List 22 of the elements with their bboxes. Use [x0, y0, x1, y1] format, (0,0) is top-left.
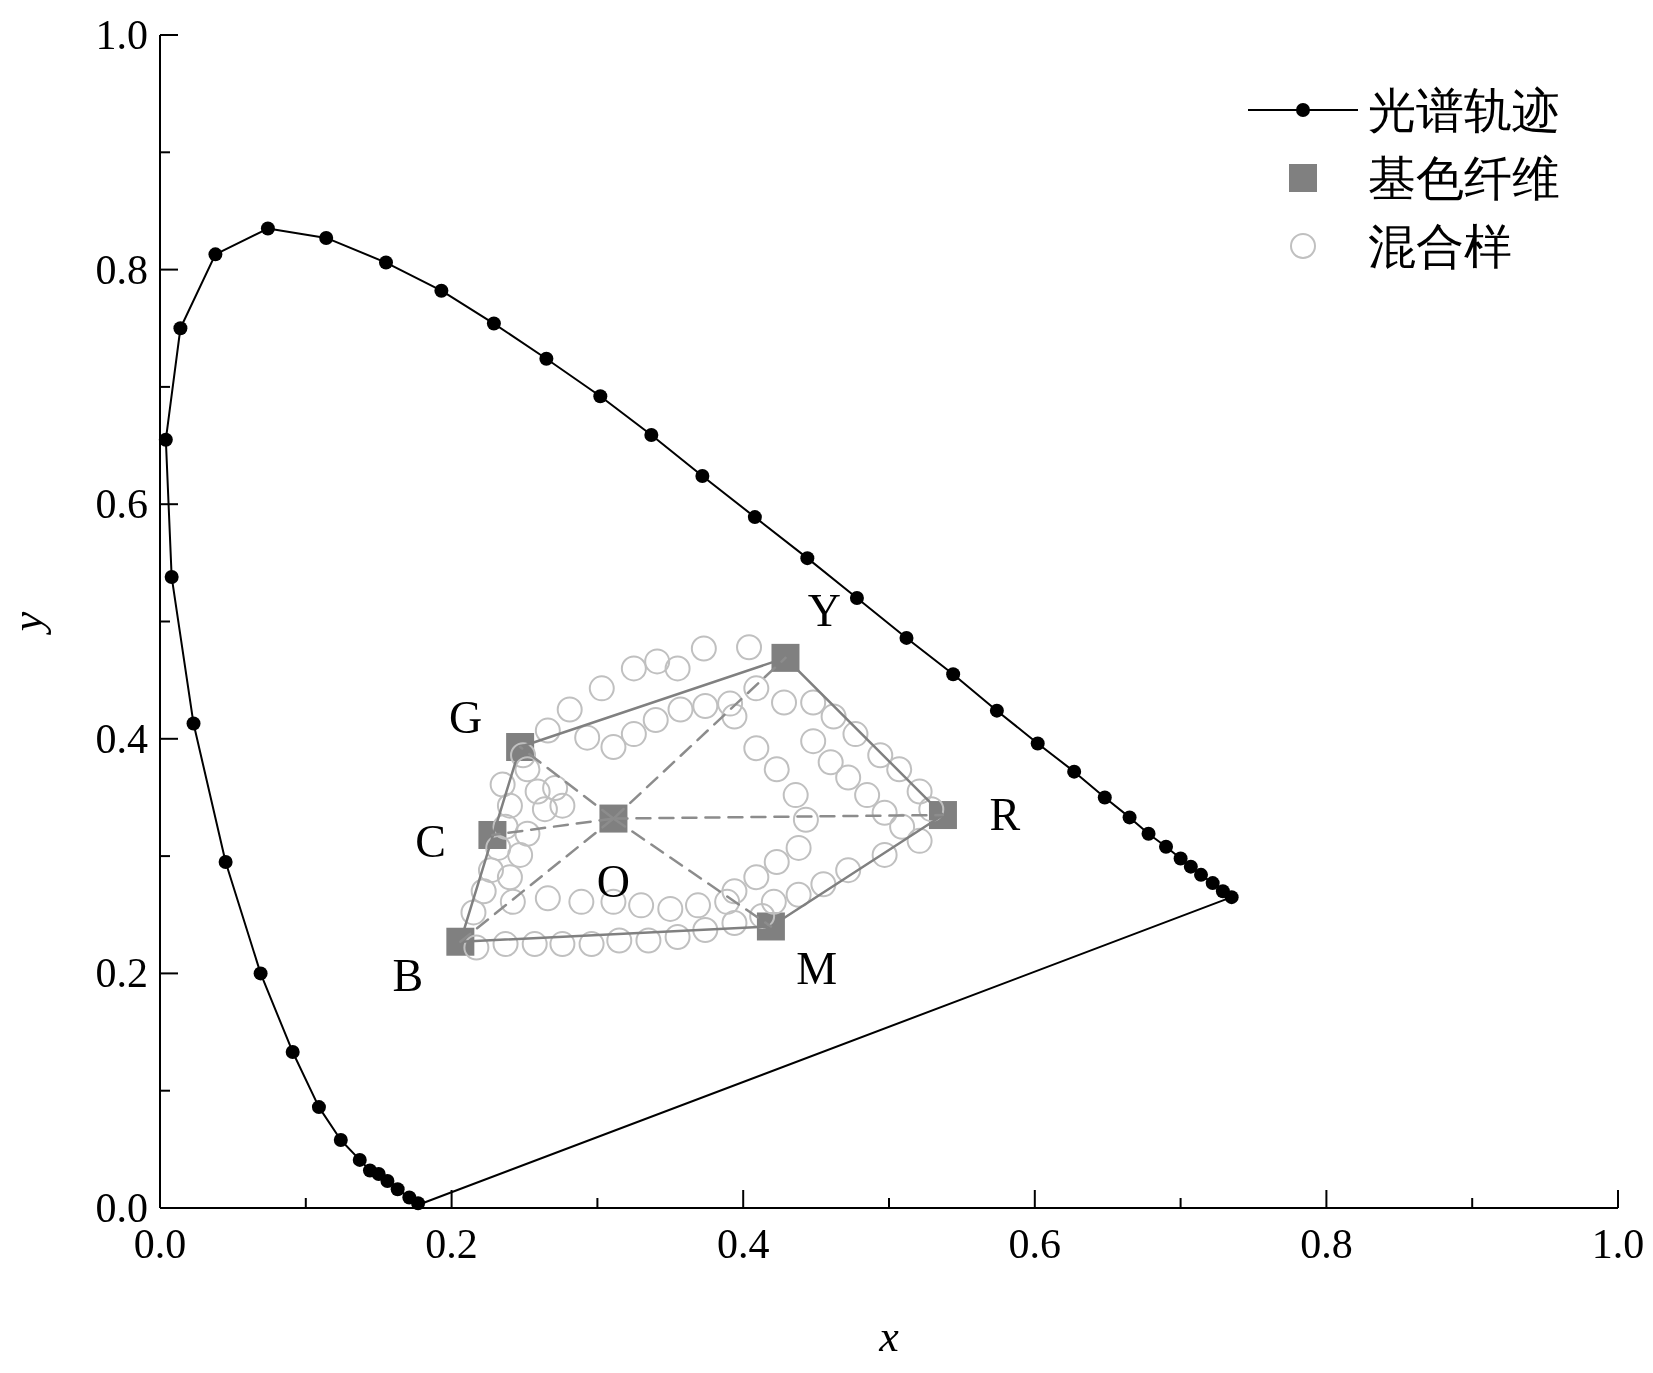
x-axis-title: x: [878, 1312, 900, 1361]
y-tick-label: 0.4: [95, 715, 148, 762]
annotation: M: [796, 943, 838, 995]
legend-label: 光谱轨迹: [1368, 84, 1560, 137]
annotation: Y: [807, 584, 841, 636]
y-tick-label: 0.6: [95, 481, 148, 528]
annotation: O: [596, 855, 631, 907]
x-tick-label: 0.8: [1300, 1221, 1353, 1267]
annotation: C: [415, 815, 447, 867]
annotation: G: [449, 692, 483, 744]
legend-label: 基色纤维: [1368, 152, 1560, 205]
annotation: R: [989, 788, 1021, 840]
legend-label: 混合样: [1368, 220, 1512, 273]
y-axis-title: y: [3, 611, 52, 636]
x-tick-label: 0.6: [1008, 1221, 1062, 1267]
x-tick-label: 1.0: [1591, 1221, 1645, 1267]
x-tick-label: 0.4: [716, 1221, 770, 1267]
annotation: B: [392, 949, 424, 1001]
y-tick-label: 0.8: [95, 246, 148, 293]
y-tick-label: 0.2: [95, 950, 148, 997]
x-tick-label: 0.2: [425, 1221, 478, 1267]
y-tick-label: 1.0: [95, 12, 148, 58]
